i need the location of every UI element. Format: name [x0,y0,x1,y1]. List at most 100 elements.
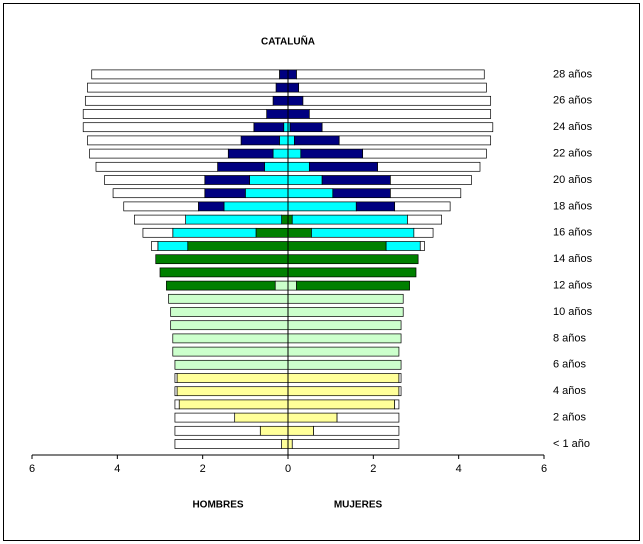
bar-segment [227,148,274,159]
bar-segment [302,95,492,106]
bar-segment [298,82,487,93]
bar-segment [296,69,485,80]
bar-segment [338,135,492,146]
bar-segment [240,135,280,146]
bar-segment [134,214,186,225]
bar-segment [419,241,425,251]
bar-segment [95,161,218,172]
bar-segment [279,135,289,146]
bar-segment [398,373,402,383]
bar-segment [172,227,257,238]
bar-segment [172,346,289,357]
bar-segment [291,214,408,225]
bar-segment [112,188,206,199]
bar-segment [168,293,289,304]
bar-segment [394,201,451,212]
bar-segment [87,135,242,146]
bar-segment [377,161,481,172]
bar-segment [287,386,400,397]
row-label: 28 años [553,68,593,80]
bar-segment [155,254,289,265]
bar-segment [198,201,225,212]
bar-segment [287,346,400,357]
row-label: 14 años [553,253,593,265]
bar-segment [311,227,415,238]
bar-segment [274,280,289,291]
bar-segment [87,82,277,93]
row-label: 10 años [553,306,593,318]
bar-segment [321,122,494,133]
group-label: HOMBRES [192,500,243,511]
row-label: 8 años [553,332,587,344]
group-label: MUJERES [334,500,383,511]
bar-segment [287,254,419,265]
bar-segment [287,267,417,278]
bar-segment [166,280,276,291]
x-tick-label: 6 [541,463,547,475]
x-tick-label: 6 [29,463,35,475]
bar-segment [287,412,338,423]
bar-segment [287,135,295,146]
bar-segment [385,241,421,251]
bar-segment [413,227,434,238]
bar-segment [296,280,410,291]
bar-segment [204,175,250,185]
bar-segment [264,161,289,172]
bar-segment [174,439,282,449]
row-label: 2 años [553,412,587,424]
bar-segment [398,386,402,397]
bar-segment [279,69,289,80]
x-tick-label: 2 [200,463,206,475]
bar-segment [170,320,289,331]
bar-segment [84,95,274,106]
bar-segment [123,201,199,212]
bar-segment [157,241,189,251]
bar-segment [234,412,289,423]
bar-segment [287,175,323,185]
bar-segment [283,122,289,133]
bar-segment [291,439,400,449]
bar-segment [289,122,323,133]
bar-segment [253,122,285,133]
bar-segment [287,320,402,331]
bar-segment [217,161,265,172]
bar-segment [287,188,334,199]
bar-segment [82,122,255,133]
bar-segment [244,188,289,199]
bar-segment [82,109,268,119]
bar-segment [287,82,300,93]
bar-segment [287,373,400,383]
bar-segment [223,201,289,212]
bar-segment [104,175,206,185]
bar-segment [151,241,159,251]
bar-segment [281,214,289,225]
bar-segment [321,175,391,185]
bar-segment [287,241,387,251]
bar-segment [275,82,289,93]
row-label: 24 años [553,121,593,133]
bar-segment [170,307,289,317]
bar-segment [294,135,340,146]
bar-segment [308,161,378,172]
bar-segment [287,425,314,436]
bar-segment [390,175,472,185]
row-label: 16 años [553,227,593,239]
bar-segment [287,95,304,106]
bar-segment [362,148,487,159]
bar-segment [142,227,174,238]
x-tick-label: 4 [456,463,462,475]
bar-segment [287,148,302,159]
bar-segment [272,148,289,159]
bar-segment [313,425,400,436]
bar-segment [287,359,402,370]
chart-title: CATALUÑA [261,35,315,48]
x-tick-label: 4 [114,463,120,475]
bar-segment [176,386,289,397]
bar-segment [287,109,310,119]
bar-segment [281,439,289,449]
bar-segment [174,425,261,436]
bar-segment [336,412,400,423]
bar-segment [174,386,178,397]
bar-segment [287,439,293,449]
